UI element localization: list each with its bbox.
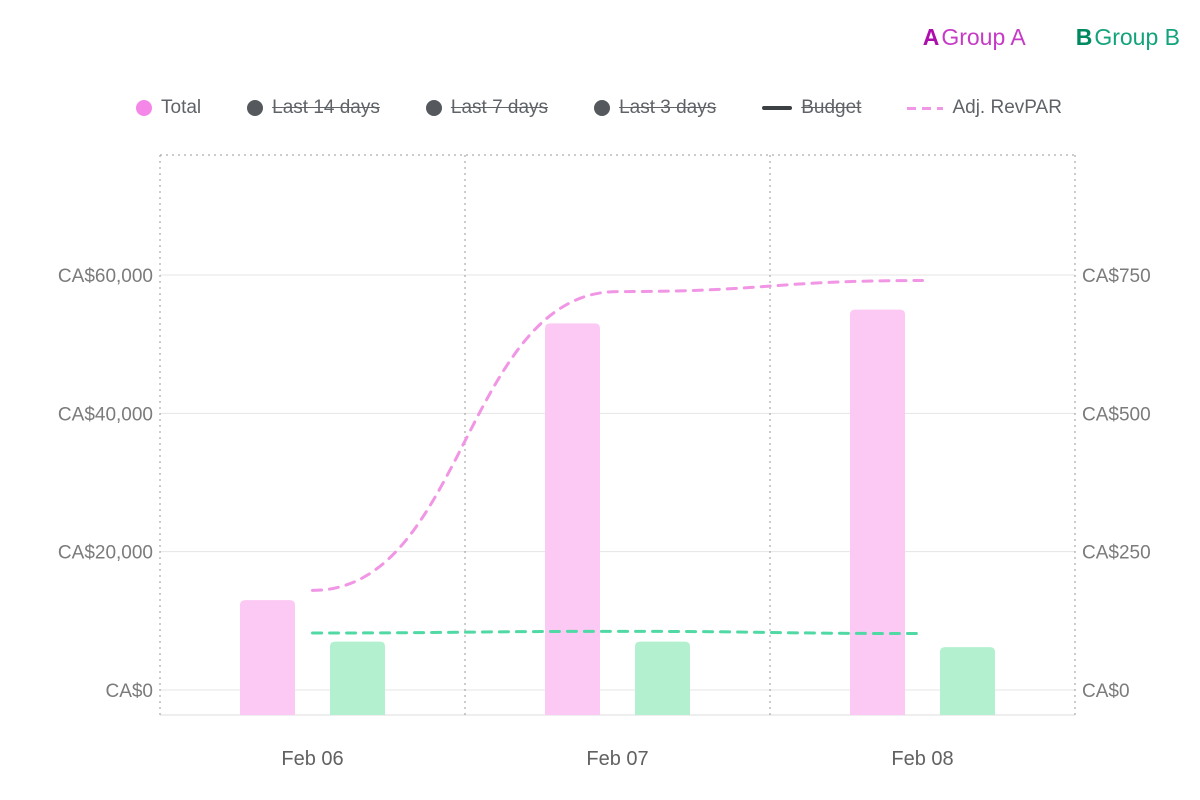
right-axis-tick-label: CA$500 [1082,404,1151,425]
right-axis-tick-label: CA$0 [1082,681,1130,702]
total-dot-icon [136,100,152,116]
legend-item-last-3-days[interactable]: Last 3 days [594,97,716,119]
legend-label-last-14-days: Last 14 days [272,97,380,118]
line-adj.-revpar-group-b [311,629,924,636]
legend-label-budget: Budget [801,97,862,118]
right-axis-tick-label: CA$250 [1082,543,1151,564]
legend-label-adj-revpar: Adj. RevPAR [952,97,1062,118]
group-b-badge: B [1075,24,1093,50]
legend-item-adj-revpar[interactable]: Adj. RevPAR [907,97,1062,119]
bar-total-group-a-feb-06[interactable] [240,600,295,715]
chart-legend: Total Last 14 days Last 7 days Last 3 da… [136,97,1062,119]
group-a-badge: A [922,24,940,50]
left-axis-tick-label: CA$40,000 [58,404,153,425]
x-axis-label-feb-07: Feb 07 [586,748,648,770]
left-axis-tick-label: CA$60,000 [58,266,153,287]
last-14-days-dot-icon [247,100,264,116]
x-axis-label-feb-06: Feb 06 [281,748,343,770]
group-a-label: Group A [941,24,1026,50]
last-7-days-dot-icon [425,100,442,116]
bar-total-group-b-feb-08[interactable] [940,647,995,715]
bar-total-group-a-feb-08[interactable] [850,309,905,715]
chart: CA$0 CA$0 CA$20,000 CA$250 CA$40,000 CA$500 CA… [58,154,1151,770]
left-axis-tick-label: CA$20,000 [58,543,153,564]
line-adj.-revpar-group-a [311,279,924,592]
x-axis-label-feb-08: Feb 08 [891,748,953,770]
bar-total-group-b-feb-06[interactable] [330,641,385,715]
group-a-tab[interactable]: A Group A [923,24,1026,51]
right-axis-tick-label: CA$750 [1082,266,1151,287]
legend-item-last-7-days[interactable]: Last 7 days [425,97,549,119]
bar-total-group-a-feb-07[interactable] [545,323,600,715]
legend-item-last-14-days[interactable]: Last 14 days [247,97,380,119]
group-tabs: A Group A B Group B [923,24,1180,51]
legend-label-last-7-days: Last 7 days [450,97,549,118]
left-axis-tick-label: CA$0 [105,681,153,702]
legend-item-budget[interactable]: Budget [762,97,861,119]
legend-label-total: Total [161,97,202,118]
group-b-tab[interactable]: B Group B [1076,24,1180,51]
bar-total-group-b-feb-07[interactable] [635,641,690,715]
adj-revpar-dashed-line-icon [907,106,944,110]
group-b-label: Group B [1094,24,1180,50]
budget-line-icon [762,106,793,110]
last-3-days-dot-icon [594,100,611,116]
legend-item-total[interactable]: Total [136,97,201,119]
legend-label-last-3-days: Last 3 days [619,97,717,118]
